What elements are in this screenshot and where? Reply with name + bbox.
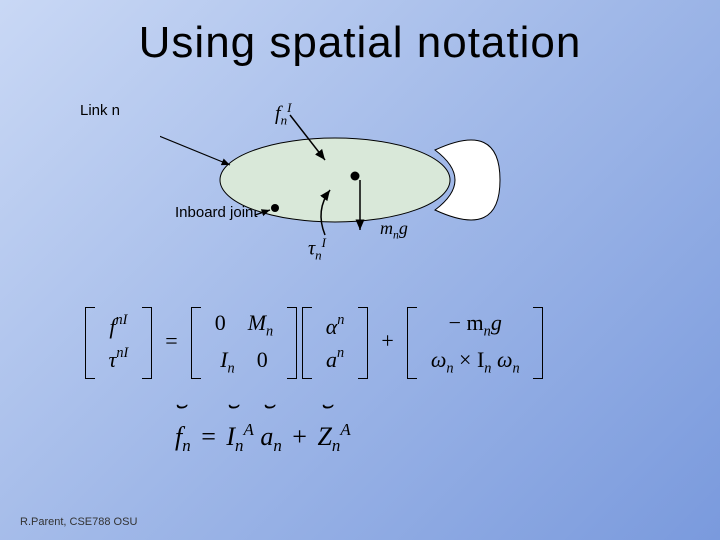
inboard-joint-dot	[271, 204, 279, 212]
equation-2: fn = InA an + ZnA	[175, 420, 351, 456]
arrow-link-n	[160, 120, 230, 165]
label-tau: τnI	[308, 235, 326, 264]
label-link-n: Link n	[80, 102, 120, 119]
link-body	[220, 138, 450, 222]
center-dot	[351, 172, 360, 181]
link-diagram	[160, 110, 540, 250]
label-f: fnI	[275, 100, 291, 129]
footer-credit: R.Parent, CSE788 OSU	[20, 516, 137, 528]
page-title: Using spatial notation	[0, 0, 720, 68]
equation-1: fnI τnI = 0 Mn In 0 αn an + − mng ωn × I…	[85, 300, 543, 386]
label-mng: mng	[380, 218, 408, 242]
